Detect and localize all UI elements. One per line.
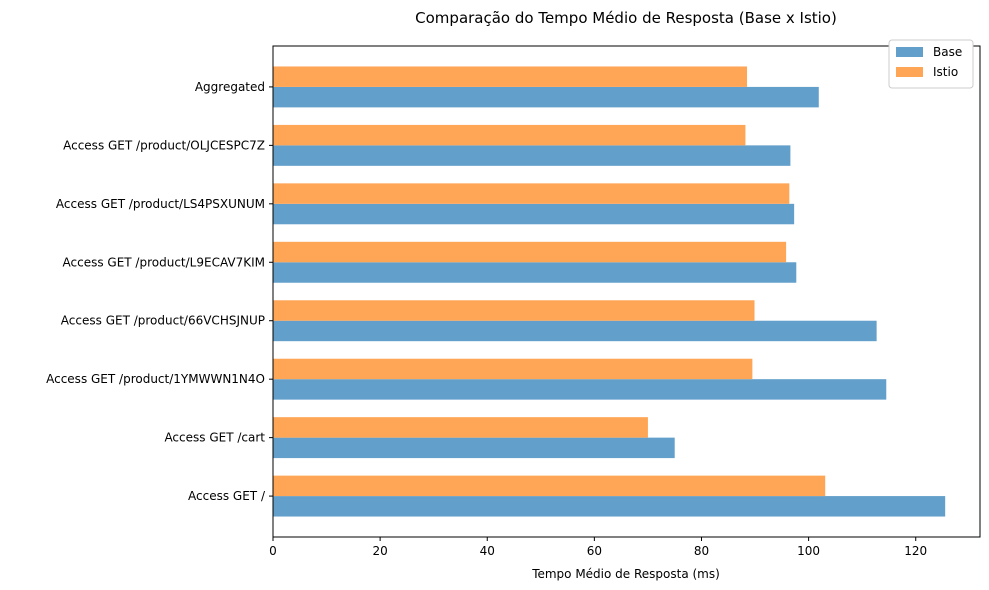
bar-base [273, 379, 887, 400]
x-tick-label: 60 [587, 544, 602, 558]
y-axis: Access GET / Access GET /cart Access GET /… [46, 80, 273, 503]
bar-istio [273, 417, 648, 438]
bar-base [273, 262, 797, 283]
legend-label: Base [933, 45, 962, 59]
x-tick-label: 20 [372, 544, 387, 558]
bar-istio [273, 358, 753, 380]
plot-area [272, 45, 981, 538]
y-tick-label: Access GET / [188, 489, 266, 503]
bar-istio [273, 241, 787, 263]
x-tick-label: 100 [797, 544, 820, 558]
y-tick-label: Access GET /product/L9ECAV7KIM [63, 255, 266, 269]
legend-label: Istio [933, 65, 958, 79]
y-tick-label: Access GET /product/66VCHSJNUP [61, 314, 265, 328]
bar-istio [273, 183, 790, 204]
x-axis: 0 20 40 60 80 100 120 [269, 537, 927, 558]
legend-swatch [896, 67, 923, 77]
bar-istio [273, 124, 746, 146]
bar-base [273, 496, 946, 517]
y-tick-label: Access GET /product/OLJCESPC7Z [63, 138, 265, 152]
bar-base [273, 145, 791, 166]
bar-istio [273, 300, 755, 321]
legend: Base Istio [888, 39, 974, 89]
y-tick-label: Access GET /cart [164, 431, 265, 445]
x-tick-label: 0 [269, 544, 277, 558]
y-tick-label: Aggregated [195, 80, 265, 94]
x-tick-label: 40 [480, 544, 495, 558]
x-tick-label: 80 [694, 544, 709, 558]
bar-istio [273, 66, 748, 87]
y-tick-label: Access GET /product/LS4PSXUNUM [56, 197, 265, 211]
bar-base [273, 203, 795, 225]
bar-base [273, 437, 675, 459]
bar-base [273, 86, 819, 108]
bar-base [273, 320, 877, 342]
x-tick-label: 120 [904, 544, 927, 558]
legend-swatch [896, 47, 923, 57]
x-axis-label: Tempo Médio de Resposta (ms) [531, 567, 720, 581]
y-tick-label: Access GET /product/1YMWWN1N4O [46, 372, 265, 386]
bar-istio [273, 475, 826, 497]
plot-frame [272, 45, 981, 538]
chart-title: Comparação do Tempo Médio de Resposta (B… [415, 9, 837, 27]
